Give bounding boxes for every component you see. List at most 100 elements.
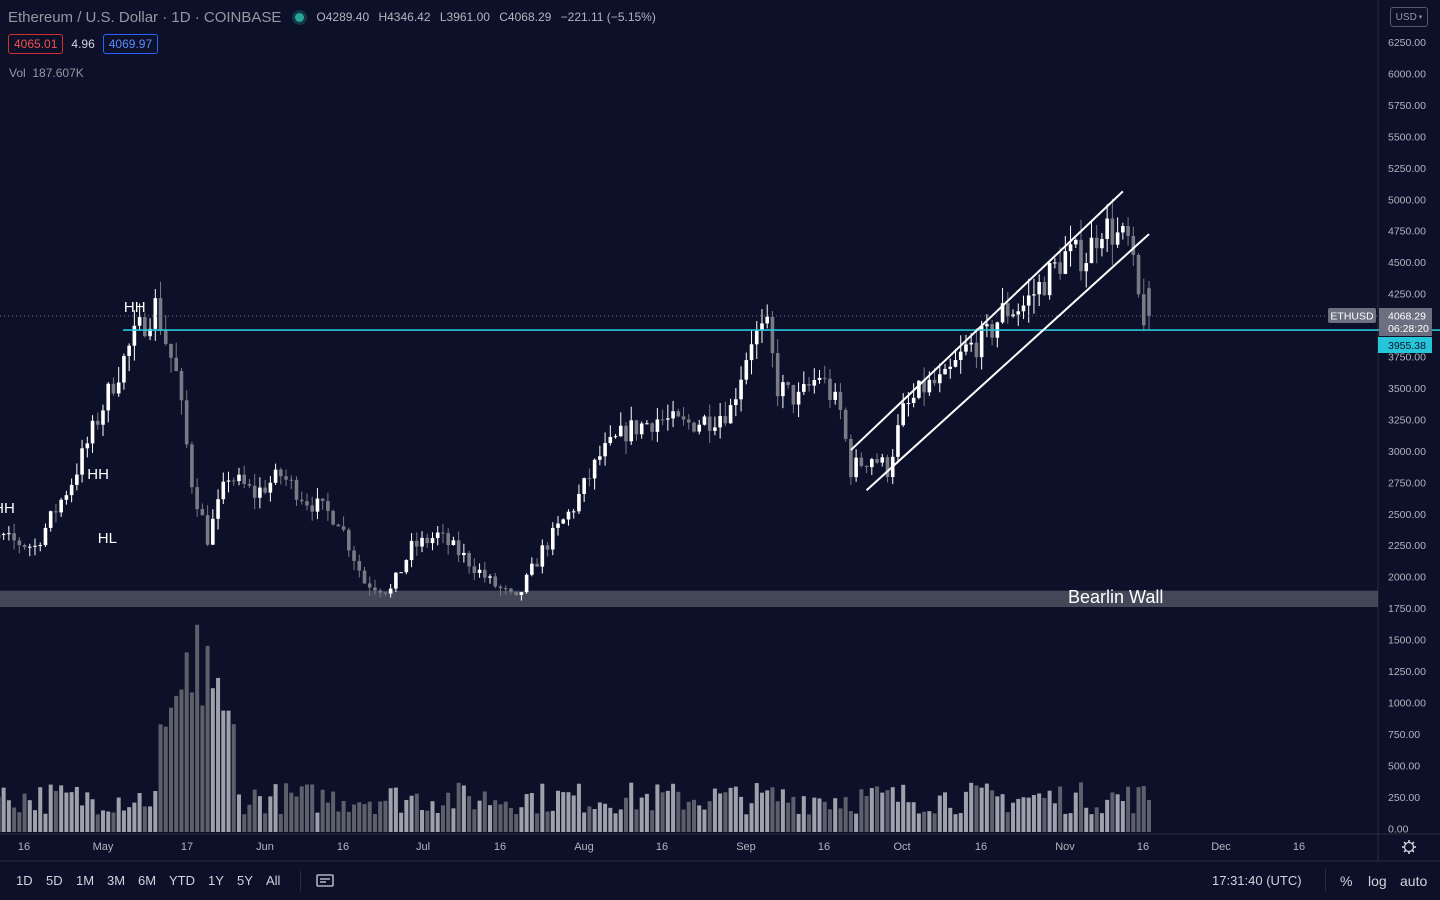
timeframe-5y[interactable]: 5Y — [237, 873, 253, 888]
timeframe-1d[interactable]: 1D — [16, 873, 33, 888]
volume-bar — [937, 795, 942, 832]
timeframe-6m[interactable]: 6M — [138, 873, 157, 888]
candle-body — [399, 572, 403, 574]
candle-body — [310, 505, 314, 512]
candle-body — [190, 444, 194, 488]
timeframe-5d[interactable]: 5D — [46, 873, 63, 888]
volume-bar — [498, 804, 503, 832]
log-scale-toggle[interactable]: log — [1368, 873, 1387, 889]
candle-body — [17, 540, 22, 546]
volume-bar — [979, 787, 984, 832]
candle-body — [634, 420, 639, 435]
price-tick-label: 3000.00 — [1388, 446, 1426, 458]
candle-body — [1147, 288, 1151, 316]
volume-bar — [660, 792, 665, 832]
candle-body — [1037, 282, 1041, 295]
volume-bar — [273, 784, 278, 832]
volume-bar — [932, 813, 937, 832]
candle-body — [509, 588, 513, 592]
auto-scale-toggle[interactable]: auto — [1400, 873, 1428, 889]
candle-body — [75, 474, 79, 485]
volume-bar — [576, 783, 581, 832]
candle-body — [608, 436, 613, 444]
spread-value: 4.96 — [71, 37, 95, 51]
volume-legend: Vol 187.607K — [9, 66, 84, 80]
candles — [0, 198, 1151, 601]
volume-bar — [1026, 797, 1031, 832]
gear-icon[interactable] — [1402, 840, 1416, 854]
candle-body — [1094, 237, 1099, 249]
candle-body — [550, 527, 555, 550]
ask-price[interactable]: 4069.97 — [102, 34, 159, 54]
timeframe-1y[interactable]: 1Y — [208, 873, 224, 888]
volume-bar — [137, 793, 142, 832]
volume-bar — [1042, 797, 1047, 832]
level-price-tag: 3955.38 — [1388, 340, 1426, 352]
high-value: H4346.42 — [378, 10, 431, 24]
volume-bar — [796, 813, 801, 832]
timeframe-3m[interactable]: 3M — [107, 873, 126, 888]
volume-bar — [430, 801, 435, 832]
candle-body — [158, 298, 163, 331]
candle-body — [1053, 262, 1057, 264]
timeframe-ytd[interactable]: YTD — [169, 873, 195, 888]
candle-body — [462, 552, 466, 556]
volume-bar — [791, 796, 796, 832]
volume-bar — [770, 787, 775, 832]
volume-bar — [822, 801, 827, 832]
volume-bar — [1063, 813, 1068, 832]
time-tick-label: Aug — [574, 841, 594, 853]
volume-bar — [916, 813, 921, 832]
price-tick-label: 4750.00 — [1388, 226, 1426, 238]
volume-bar — [1073, 792, 1078, 832]
volume-bar — [284, 783, 289, 832]
volume-bar — [514, 814, 519, 832]
candle-body — [273, 469, 278, 483]
time-tick-label: 16 — [18, 841, 30, 853]
volume-bar — [786, 802, 791, 832]
candle-body — [990, 324, 994, 338]
candle-body — [1042, 282, 1047, 296]
timeframe-1m[interactable]: 1M — [76, 873, 95, 888]
candle-body — [174, 357, 179, 372]
currency-selector[interactable]: USD ▾ — [1390, 7, 1428, 27]
volume-bar — [200, 705, 205, 832]
volume-value: 187.607K — [32, 66, 84, 80]
volume-bar — [901, 784, 906, 832]
candle-body — [781, 382, 785, 397]
open-value: O4289.40 — [316, 10, 370, 24]
candle-body — [373, 587, 377, 591]
volume-bar — [566, 792, 571, 832]
volume-bar — [597, 802, 602, 832]
candle-body — [305, 501, 309, 506]
volume-bar — [545, 811, 550, 832]
timeframe-all[interactable]: All — [266, 873, 281, 888]
candle-body — [106, 383, 111, 411]
candle-body — [279, 469, 283, 477]
price-tick-label: 3250.00 — [1388, 414, 1426, 426]
date-range-icon[interactable] — [316, 872, 334, 888]
volume-bar — [754, 783, 759, 832]
volume-bar — [927, 811, 932, 832]
candle-body — [378, 590, 382, 593]
percent-scale-toggle[interactable]: % — [1340, 873, 1353, 889]
candle-body — [917, 380, 921, 398]
candle-body — [420, 537, 424, 547]
volume-bar — [12, 807, 17, 832]
bid-price[interactable]: 4065.01 — [8, 34, 64, 54]
candle-body — [1026, 295, 1031, 306]
candle-body — [749, 344, 754, 361]
channel-upper-line — [850, 190, 1124, 451]
volume-bar — [461, 785, 466, 832]
candle-body — [503, 588, 508, 590]
volume-bar — [116, 797, 121, 832]
candle-body — [1016, 311, 1021, 315]
candle-body — [132, 325, 137, 346]
utc-clock[interactable]: 17:31:40 (UTC) — [1212, 873, 1302, 888]
candle-body — [85, 443, 90, 449]
candle-body — [964, 344, 968, 352]
candle-body — [660, 419, 665, 421]
candle-body — [289, 479, 294, 481]
volume-bar — [1, 787, 6, 832]
